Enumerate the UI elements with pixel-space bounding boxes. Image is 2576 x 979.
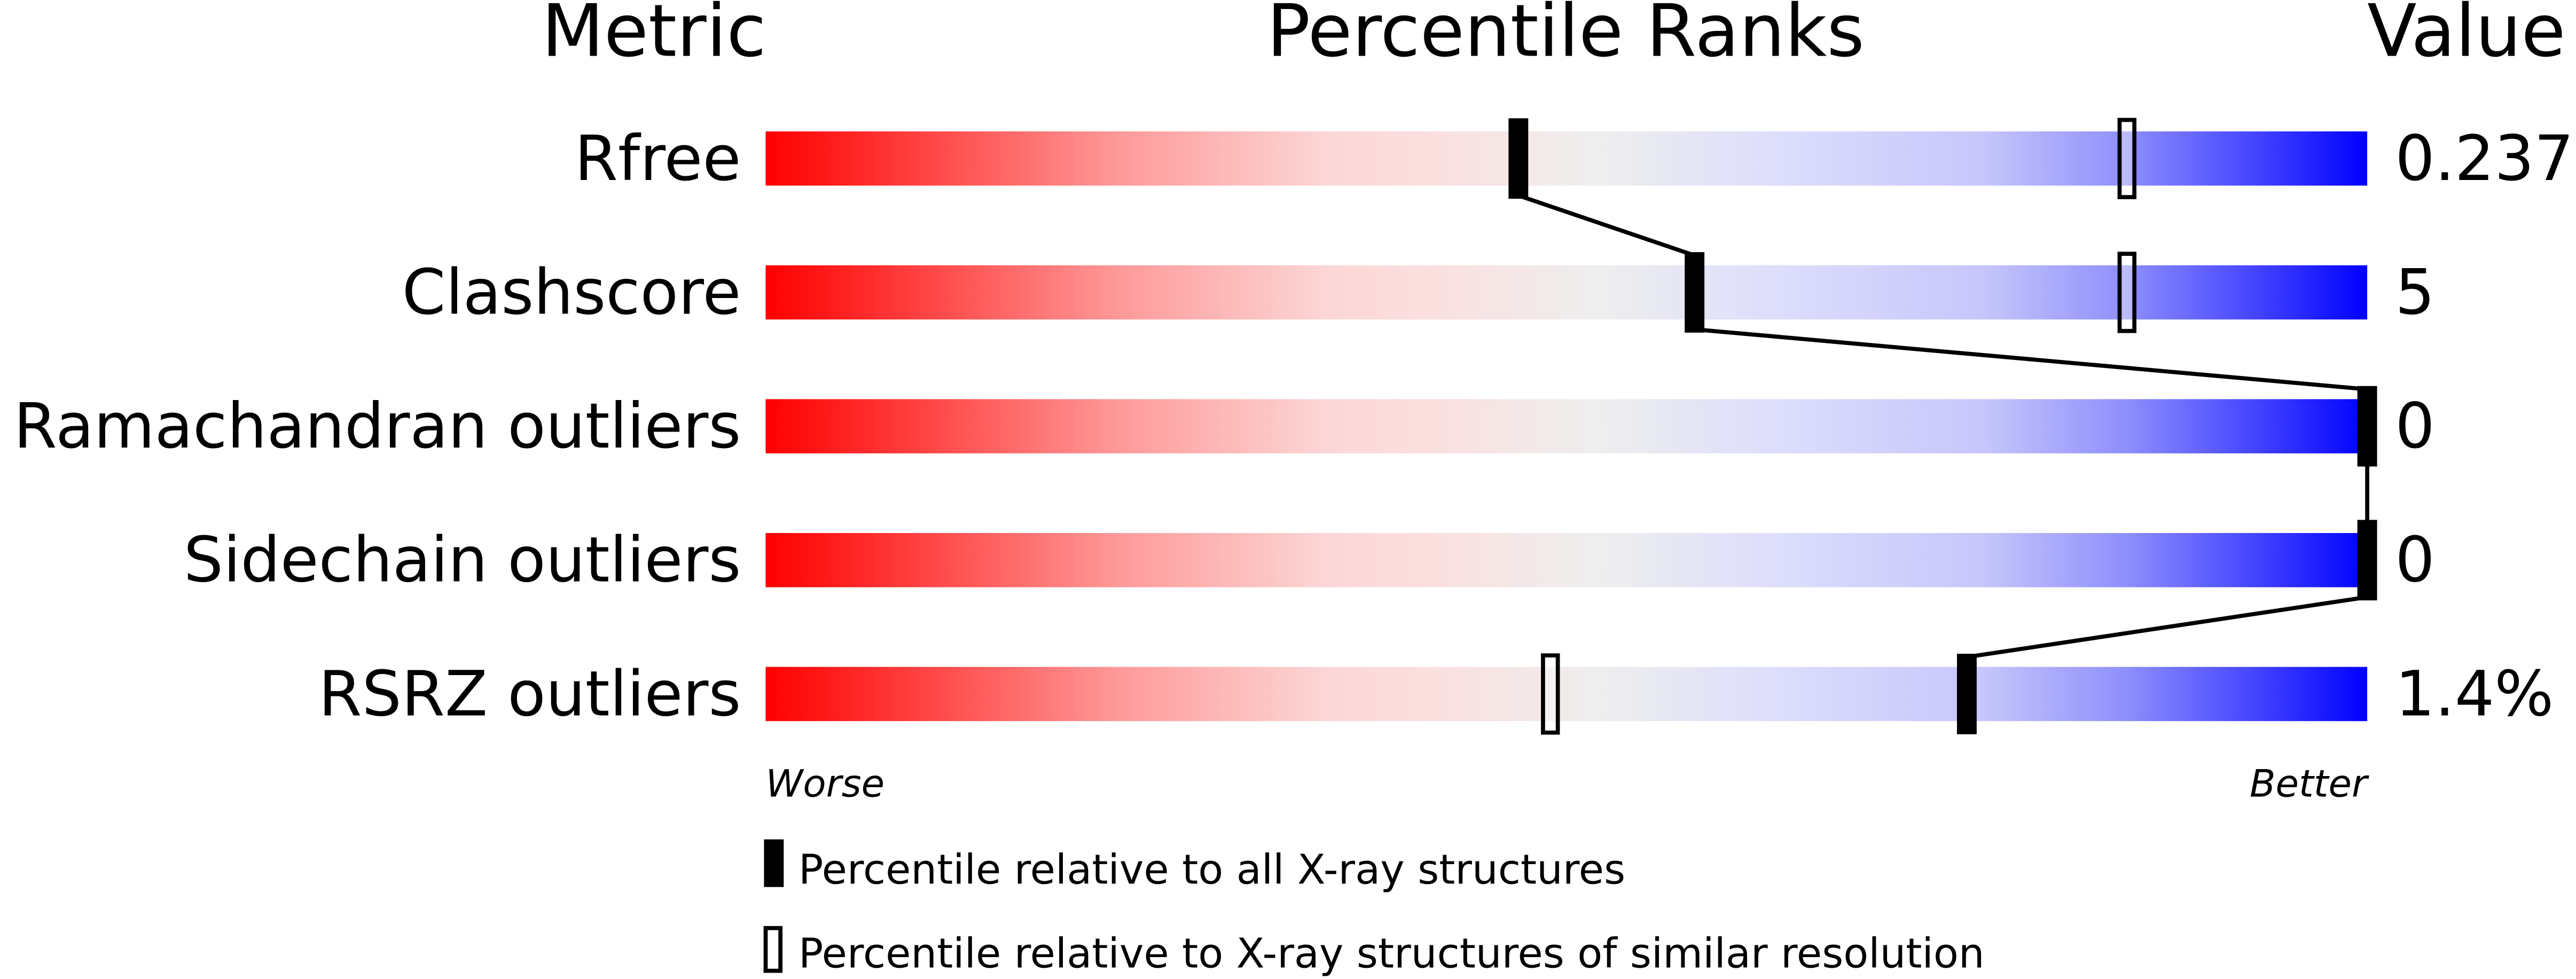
metric-label: Clashscore [402, 256, 741, 328]
all-structures-percentile-marker [2357, 520, 2377, 601]
percentile-bar [765, 399, 2368, 453]
legend-label-all: Percentile relative to all X-ray structu… [798, 847, 1625, 894]
metric-label: Sidechain outliers [184, 524, 741, 597]
metric-value: 0.237 [2395, 122, 2574, 195]
metric-value: 1.4% [2395, 657, 2554, 730]
all-structures-percentile-marker [1956, 654, 1977, 734]
metric-label: RSRZ outliers [318, 657, 741, 730]
metric-value: 5 [2395, 256, 2434, 328]
all-structures-percentile-marker [2357, 386, 2377, 467]
percentile-ranks-header: Percentile Ranks [1267, 0, 1865, 73]
percentile-bar [765, 131, 2368, 186]
percentile-connector-line [1694, 327, 2368, 391]
metric-header: Metric [542, 0, 766, 73]
metric-value: 0 [2395, 390, 2434, 463]
legend-hollow-marker-icon [763, 926, 783, 973]
legend-filled-marker-icon [764, 839, 784, 887]
legend-label-similar: Percentile relative to X-ray structures … [798, 930, 1985, 977]
metric-value: 0 [2395, 524, 2434, 597]
all-structures-percentile-marker [1508, 118, 1529, 199]
percentile-connector-line [1966, 595, 2368, 660]
percentile-bar [765, 265, 2368, 320]
all-structures-percentile-marker [1685, 252, 1705, 333]
percentile-connector-line [1517, 193, 1695, 257]
similar-resolution-percentile-marker [1541, 653, 1560, 735]
better-label: Better [2250, 762, 2369, 806]
metric-label: Rfree [575, 122, 741, 195]
metric-label: Ramachandran outliers [13, 390, 741, 463]
similar-resolution-percentile-marker [2117, 252, 2136, 333]
percentile-bar [765, 533, 2368, 588]
percentile-bar [765, 667, 2368, 722]
worse-label: Worse [765, 762, 884, 806]
value-header: Value [2367, 0, 2566, 73]
similar-resolution-percentile-marker [2117, 118, 2136, 199]
